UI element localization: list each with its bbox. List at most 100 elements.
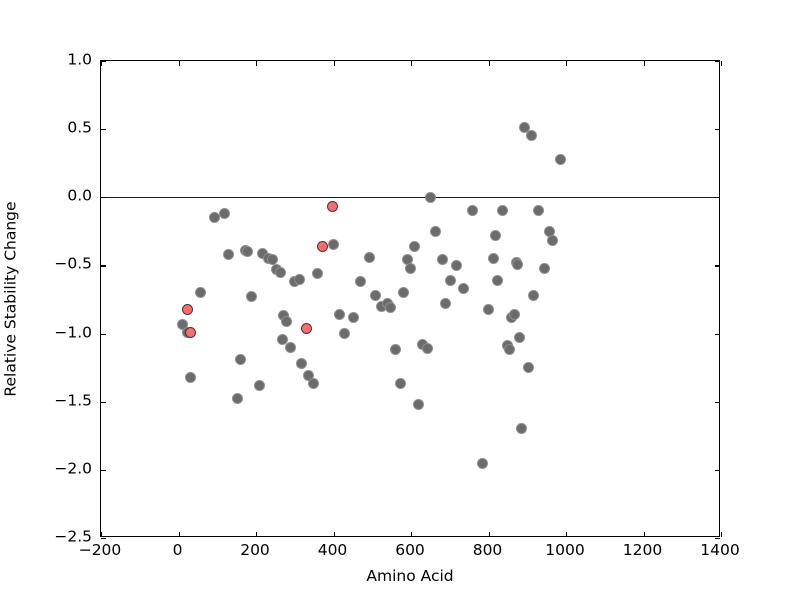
data-point-gray bbox=[348, 311, 360, 323]
data-point-gray bbox=[458, 283, 470, 295]
y-axis-tick-label: −0.5 bbox=[54, 254, 92, 273]
data-point-gray bbox=[195, 287, 207, 299]
data-point-gray bbox=[533, 205, 545, 217]
data-point-gray bbox=[466, 205, 478, 217]
data-point-gray bbox=[184, 371, 196, 383]
y-axis-tick bbox=[100, 469, 106, 471]
y-axis-tick bbox=[714, 265, 720, 267]
x-axis-tick bbox=[566, 531, 568, 537]
y-axis-tick bbox=[714, 333, 720, 335]
data-point-gray bbox=[514, 332, 525, 344]
data-point-gray bbox=[355, 276, 367, 288]
data-point-gray bbox=[503, 344, 515, 356]
y-axis-tick-label: −1.5 bbox=[54, 390, 92, 409]
data-point-gray bbox=[385, 302, 397, 314]
y-axis-tick bbox=[100, 129, 106, 131]
data-point-gray bbox=[489, 229, 501, 241]
y-axis-tick bbox=[100, 61, 106, 63]
data-point-gray bbox=[476, 457, 488, 469]
y-axis-tick bbox=[714, 61, 720, 63]
y-axis-tick-label: 0.5 bbox=[67, 118, 92, 137]
x-axis-tick-label: 800 bbox=[472, 541, 503, 559]
data-point-gray bbox=[231, 393, 243, 405]
data-point-red bbox=[184, 326, 196, 338]
data-point-gray bbox=[527, 289, 539, 301]
data-point-gray bbox=[394, 378, 406, 390]
data-point-gray bbox=[334, 308, 346, 320]
data-point-gray bbox=[296, 358, 308, 370]
data-point-gray bbox=[538, 262, 550, 274]
y-axis-tick bbox=[714, 129, 720, 131]
data-point-gray bbox=[293, 273, 305, 285]
data-point-gray bbox=[547, 235, 559, 247]
x-axis-tick bbox=[256, 60, 258, 66]
data-point-gray bbox=[413, 398, 425, 410]
x-axis-tick bbox=[643, 531, 645, 537]
zero-reference-line bbox=[101, 197, 719, 199]
data-point-gray bbox=[445, 274, 457, 286]
data-point-gray bbox=[404, 262, 416, 274]
x-axis-tick bbox=[101, 60, 103, 66]
x-axis-tick bbox=[721, 60, 723, 66]
data-point-gray bbox=[280, 315, 292, 327]
x-axis-tick-label: 1400 bbox=[700, 541, 740, 559]
y-axis-tick bbox=[100, 333, 106, 335]
data-point-gray bbox=[390, 344, 401, 356]
y-axis-tick bbox=[100, 538, 106, 540]
y-axis-tick-label: −2.5 bbox=[54, 527, 92, 546]
y-axis-tick-label: −2.0 bbox=[54, 459, 92, 478]
x-axis-tick bbox=[411, 60, 413, 66]
data-point-gray bbox=[487, 253, 499, 265]
data-point-gray bbox=[523, 362, 535, 374]
data-point-gray bbox=[253, 379, 265, 391]
y-axis-tick-label: 0.0 bbox=[67, 186, 92, 205]
data-point-gray bbox=[518, 122, 530, 134]
data-point-gray bbox=[397, 287, 409, 299]
data-point-gray bbox=[274, 266, 286, 278]
data-point-gray bbox=[424, 191, 436, 203]
x-axis-tick-label: 1200 bbox=[622, 541, 663, 559]
data-point-gray bbox=[218, 208, 230, 220]
y-axis-tick bbox=[714, 197, 720, 199]
data-point-gray bbox=[285, 341, 297, 353]
data-point-red bbox=[327, 201, 339, 213]
x-axis-tick-label: 400 bbox=[317, 541, 348, 559]
data-point-gray bbox=[245, 291, 257, 303]
x-axis-tick bbox=[333, 531, 335, 537]
y-axis-tick bbox=[100, 265, 106, 267]
x-axis-tick bbox=[101, 531, 103, 537]
x-axis-tick bbox=[643, 60, 645, 66]
y-axis-tick-label: −1.0 bbox=[54, 322, 92, 341]
data-point-gray bbox=[555, 153, 567, 165]
data-point-gray bbox=[430, 225, 442, 237]
data-point-gray bbox=[525, 130, 537, 142]
data-point-gray bbox=[235, 353, 246, 365]
data-point-gray bbox=[369, 289, 381, 301]
x-axis-tick bbox=[178, 60, 180, 66]
x-axis-tick-label: 1000 bbox=[545, 541, 585, 559]
y-axis-tick bbox=[100, 401, 106, 403]
data-point-gray bbox=[307, 378, 319, 390]
data-point-gray bbox=[222, 249, 234, 261]
data-point-gray bbox=[276, 333, 288, 345]
y-axis-label: Relative Stability Change bbox=[0, 60, 22, 537]
data-point-red bbox=[317, 240, 329, 252]
data-point-gray bbox=[408, 240, 420, 252]
x-axis-tick bbox=[333, 60, 335, 66]
x-axis-tick bbox=[411, 531, 413, 537]
data-point-red bbox=[300, 322, 312, 334]
data-point-gray bbox=[511, 258, 523, 270]
x-axis-tick bbox=[178, 531, 180, 537]
x-axis-tick bbox=[256, 531, 258, 537]
data-point-gray bbox=[496, 205, 508, 217]
x-axis-tick-label: 0 bbox=[172, 541, 183, 559]
y-axis-tick-label: 1.0 bbox=[67, 50, 92, 69]
y-axis-tick bbox=[714, 469, 720, 471]
data-point-gray bbox=[421, 343, 433, 355]
y-axis-tick bbox=[714, 538, 720, 540]
x-axis-tick-label: 200 bbox=[240, 541, 270, 559]
data-point-gray bbox=[363, 251, 375, 263]
x-axis-label: Amino Acid bbox=[100, 567, 720, 585]
data-point-gray bbox=[338, 328, 350, 340]
